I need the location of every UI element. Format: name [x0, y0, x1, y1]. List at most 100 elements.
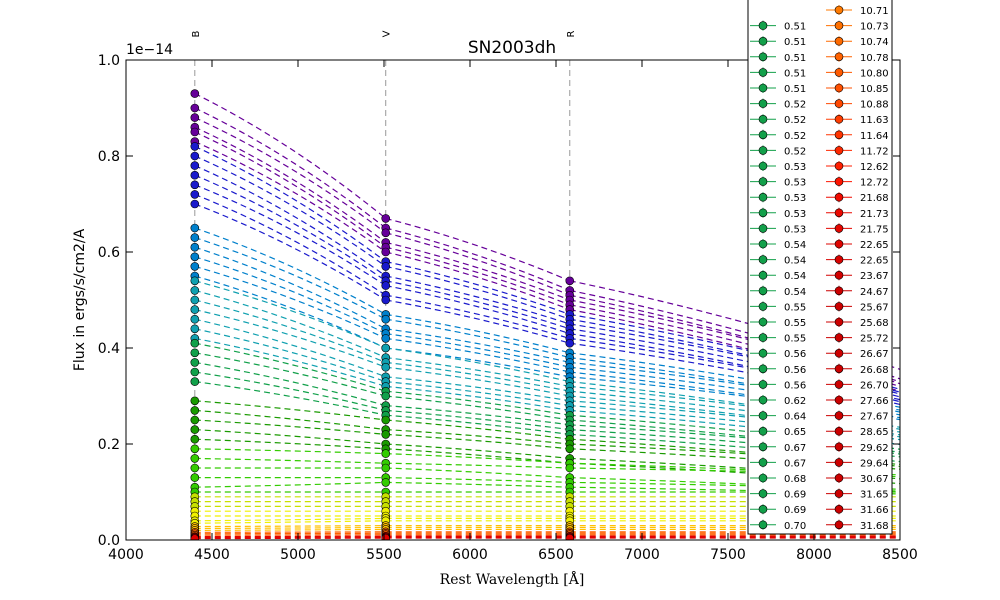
x-tick-label: 4500 — [194, 547, 230, 563]
series-line — [194, 342, 386, 392]
series-line — [385, 376, 570, 402]
series-line — [194, 265, 386, 339]
data-point — [190, 89, 200, 98]
legend-label: 0.53 — [784, 209, 806, 220]
series-line — [385, 433, 570, 450]
x-tick-label: 5500 — [366, 547, 402, 563]
series-line — [385, 390, 570, 416]
legend-marker — [834, 395, 844, 405]
data-point — [381, 533, 391, 540]
legend-marker — [758, 489, 768, 498]
legend-marker — [758, 426, 768, 436]
legend-label: 0.52 — [784, 146, 806, 157]
data-point — [190, 444, 200, 454]
legend-marker — [834, 208, 844, 218]
legend-label: 0.65 — [784, 427, 806, 438]
series-line — [194, 256, 386, 335]
series-line — [385, 381, 570, 407]
series-line — [194, 517, 386, 522]
data-point — [190, 199, 200, 209]
legend-label: 26.70 — [860, 380, 889, 391]
legend-marker — [758, 411, 768, 420]
chart-title: SN2003dh — [468, 38, 556, 58]
data-point — [381, 391, 391, 401]
legend-label: 0.62 — [784, 396, 806, 407]
legend-label: 23.67 — [860, 271, 889, 282]
series-line — [385, 429, 570, 445]
series-line — [385, 366, 570, 397]
series-line — [385, 453, 570, 464]
legend-marker — [834, 146, 844, 155]
series-line — [385, 419, 570, 440]
series-line — [385, 385, 570, 411]
data-point — [190, 305, 200, 314]
legend-label: 0.51 — [784, 22, 806, 33]
y-tick-label: 1.0 — [98, 53, 120, 69]
data-point — [190, 415, 200, 425]
series-line — [194, 448, 386, 455]
series-line — [385, 275, 570, 325]
legend-marker — [834, 36, 844, 46]
series-line — [385, 462, 570, 469]
data-point — [190, 233, 200, 242]
series-line — [385, 318, 570, 359]
legend-label: 10.88 — [860, 100, 889, 111]
data-point — [190, 142, 200, 151]
data-point — [190, 377, 200, 386]
y-axis-label: Flux in ergs/s/cm2/A — [72, 228, 88, 371]
legend-label: 25.67 — [860, 302, 889, 313]
legend-label: 0.51 — [784, 37, 806, 48]
data-point — [381, 343, 391, 353]
series-line — [385, 217, 570, 282]
data-point — [190, 367, 200, 377]
legend-marker — [758, 177, 768, 186]
series-line — [385, 241, 570, 301]
legend-marker — [834, 333, 844, 342]
legend-label: 11.64 — [860, 131, 889, 142]
legend-label: 0.52 — [784, 100, 806, 111]
data-point — [190, 223, 200, 233]
data-point — [565, 338, 575, 348]
series-line — [194, 93, 387, 219]
legend-marker — [834, 255, 844, 264]
legend-marker — [758, 380, 768, 389]
legend-marker — [834, 239, 844, 249]
legend-marker — [758, 21, 768, 30]
legend-marker — [758, 114, 768, 124]
data-point — [190, 348, 200, 358]
series-line — [385, 251, 570, 311]
data-point — [190, 396, 200, 406]
data-point — [190, 180, 200, 190]
legend-label: 22.65 — [860, 240, 889, 251]
legend-label: 0.64 — [784, 412, 806, 423]
y-tick-label: 0.0 — [98, 533, 120, 549]
data-point — [381, 478, 391, 487]
legend-marker — [758, 504, 768, 514]
series-line — [385, 361, 570, 392]
series-line — [385, 246, 570, 306]
data-point — [190, 190, 200, 199]
series-line — [194, 126, 387, 243]
series-line — [194, 117, 387, 234]
legend-marker — [834, 5, 844, 15]
legend-label: 29.64 — [860, 458, 889, 469]
legend-marker — [758, 255, 768, 264]
data-point — [190, 286, 200, 295]
legend-label: 0.51 — [784, 53, 806, 64]
series-line — [194, 193, 387, 296]
data-point — [190, 295, 200, 305]
data-point — [381, 262, 391, 271]
legend-marker — [758, 286, 768, 296]
legend-label: 0.54 — [784, 240, 806, 251]
legend-label: 0.55 — [784, 318, 806, 329]
series-line — [385, 227, 570, 291]
data-point — [190, 425, 200, 434]
legend-box — [747, 0, 893, 535]
legend-label: 0.54 — [784, 271, 806, 282]
series-line — [385, 405, 570, 426]
data-point — [381, 214, 391, 223]
legend-label: 0.51 — [784, 68, 806, 79]
data-point — [565, 533, 575, 540]
series-line — [385, 265, 570, 320]
